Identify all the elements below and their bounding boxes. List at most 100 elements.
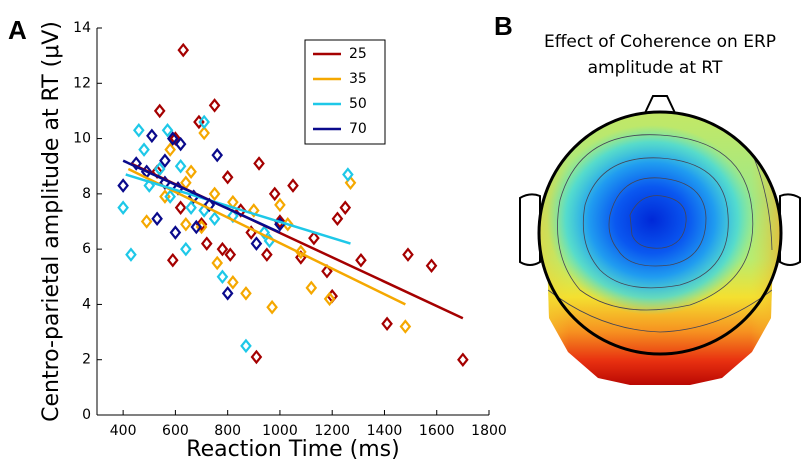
x-tick-label: 1000	[262, 423, 298, 439]
point	[258, 225, 271, 240]
point	[211, 147, 224, 163]
point	[180, 241, 192, 257]
point	[174, 136, 187, 152]
head-outline	[537, 110, 783, 356]
point	[203, 197, 216, 213]
y-tick-label: 2	[82, 352, 91, 368]
point	[331, 211, 344, 226]
right-ear	[779, 193, 801, 266]
point	[305, 280, 318, 296]
point	[342, 167, 354, 182]
point	[208, 211, 221, 226]
y-tick-label: 0	[82, 407, 91, 423]
point	[457, 352, 469, 367]
y-axis-label: Centro-parietal amplitude at RT (μV)	[39, 21, 64, 422]
point	[266, 299, 278, 315]
point	[117, 200, 129, 215]
point	[261, 247, 273, 262]
x-tick-label: 1800	[471, 423, 507, 439]
fit-line	[122, 159, 281, 234]
x-tick-label: 1200	[314, 423, 350, 439]
point	[133, 123, 145, 138]
point	[164, 189, 176, 204]
point	[198, 125, 210, 141]
point	[250, 236, 263, 251]
point	[425, 258, 438, 273]
point	[355, 252, 367, 268]
point	[247, 203, 260, 218]
point	[185, 164, 197, 180]
panel-label: B	[494, 11, 513, 41]
point	[174, 200, 187, 215]
point	[117, 178, 129, 193]
topomap	[519, 95, 801, 385]
x-tick-label: 1400	[367, 423, 403, 439]
point	[211, 255, 224, 271]
x-tick-label: 400	[110, 423, 137, 439]
legend-label: 50	[349, 96, 367, 112]
x-tick-label: 1600	[419, 423, 455, 439]
point	[240, 286, 252, 301]
point	[381, 316, 393, 332]
point	[153, 161, 166, 177]
legend-label: 70	[349, 121, 367, 137]
point	[402, 247, 414, 262]
fit-line	[125, 173, 351, 245]
point	[159, 153, 171, 168]
legend-label: 25	[349, 46, 367, 62]
point	[153, 103, 166, 119]
point	[268, 186, 281, 202]
point	[253, 156, 265, 171]
nose	[643, 95, 677, 114]
point	[295, 244, 307, 260]
y-tick-label: 4	[82, 296, 91, 312]
fit-line	[127, 167, 406, 306]
point	[198, 114, 210, 130]
point	[224, 247, 237, 262]
legend-box	[304, 39, 386, 145]
x-tick-label: 800	[214, 423, 241, 439]
point	[250, 349, 263, 365]
point	[180, 217, 192, 232]
point	[151, 211, 163, 226]
point	[208, 186, 221, 202]
y-tick-label: 10	[73, 131, 91, 147]
point	[164, 142, 176, 157]
point	[274, 214, 286, 229]
topomap-title: Effect of Coherence on ERP	[544, 32, 776, 52]
point	[287, 178, 299, 193]
y-tick-label: 12	[73, 75, 91, 91]
point	[161, 123, 174, 138]
point	[125, 247, 137, 262]
point	[195, 217, 208, 232]
legend-label: 35	[349, 71, 367, 87]
left-ear	[519, 193, 541, 266]
x-tick-label: 600	[162, 423, 189, 439]
point	[323, 291, 336, 307]
point	[274, 197, 286, 213]
point	[140, 214, 153, 229]
point	[221, 286, 234, 301]
y-tick-label: 8	[82, 186, 91, 202]
point	[308, 230, 320, 246]
panel-label: A	[8, 15, 27, 45]
y-tick-label: 14	[73, 20, 91, 36]
point	[174, 158, 187, 174]
point	[185, 200, 197, 215]
point	[130, 156, 143, 171]
point	[339, 200, 352, 215]
point	[399, 319, 412, 334]
point	[190, 219, 203, 235]
point	[169, 225, 182, 240]
y-tick-label: 6	[82, 241, 91, 257]
point	[166, 252, 179, 268]
x-axis-label: Reaction Time (ms)	[186, 437, 399, 462]
point	[216, 269, 229, 285]
point	[208, 98, 221, 113]
point	[227, 275, 239, 290]
topomap-title: amplitude at RT	[588, 58, 723, 78]
point	[216, 241, 229, 257]
point	[240, 338, 252, 354]
point	[200, 236, 213, 251]
